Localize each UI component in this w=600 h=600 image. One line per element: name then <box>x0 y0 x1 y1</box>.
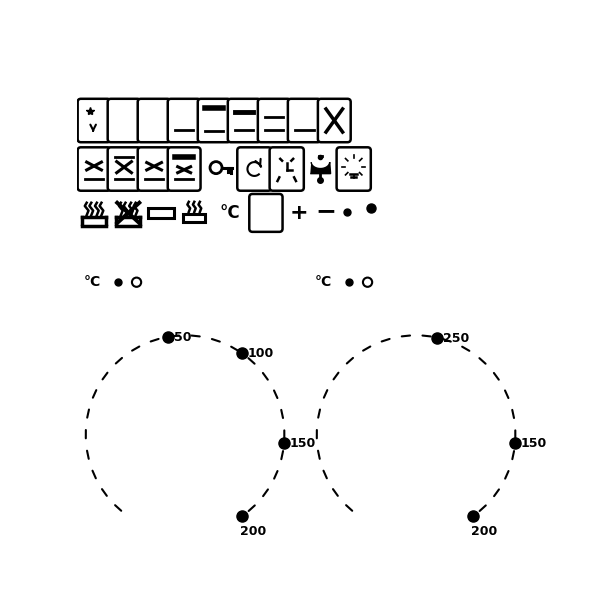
Polygon shape <box>145 107 149 112</box>
Text: −: − <box>316 200 337 224</box>
Polygon shape <box>95 156 99 161</box>
Text: 250: 250 <box>443 332 469 345</box>
Polygon shape <box>176 161 181 166</box>
Text: 100: 100 <box>248 347 274 360</box>
FancyBboxPatch shape <box>168 99 200 142</box>
Text: 200: 200 <box>471 525 497 538</box>
Polygon shape <box>175 107 179 112</box>
FancyBboxPatch shape <box>269 148 304 191</box>
Polygon shape <box>99 156 104 161</box>
FancyBboxPatch shape <box>77 99 110 142</box>
Polygon shape <box>155 107 159 112</box>
FancyBboxPatch shape <box>288 99 320 142</box>
Polygon shape <box>181 161 187 166</box>
Text: °C: °C <box>83 275 101 289</box>
Text: 200: 200 <box>240 525 266 538</box>
Polygon shape <box>189 107 194 112</box>
Polygon shape <box>209 123 214 127</box>
Text: 150: 150 <box>521 437 547 450</box>
FancyBboxPatch shape <box>107 148 140 191</box>
FancyBboxPatch shape <box>77 148 110 191</box>
Bar <box>183 214 205 222</box>
Polygon shape <box>126 109 131 113</box>
Polygon shape <box>187 161 193 166</box>
FancyBboxPatch shape <box>337 148 371 191</box>
Text: 50: 50 <box>174 331 191 344</box>
Polygon shape <box>85 156 89 161</box>
Polygon shape <box>116 109 122 113</box>
Polygon shape <box>155 156 159 161</box>
Polygon shape <box>149 156 154 161</box>
Polygon shape <box>219 123 224 127</box>
Polygon shape <box>159 107 164 112</box>
FancyBboxPatch shape <box>237 148 271 191</box>
Polygon shape <box>215 123 219 127</box>
Polygon shape <box>89 156 94 161</box>
FancyBboxPatch shape <box>107 99 140 142</box>
Text: °C: °C <box>314 275 332 289</box>
Polygon shape <box>179 107 184 112</box>
Polygon shape <box>159 156 164 161</box>
Polygon shape <box>205 123 209 127</box>
Bar <box>148 208 173 218</box>
FancyBboxPatch shape <box>249 194 283 232</box>
FancyBboxPatch shape <box>228 99 260 142</box>
FancyBboxPatch shape <box>258 99 290 142</box>
Text: °C: °C <box>220 204 240 222</box>
Polygon shape <box>149 107 154 112</box>
Text: +: + <box>290 203 308 223</box>
FancyBboxPatch shape <box>168 148 200 191</box>
FancyBboxPatch shape <box>138 99 170 142</box>
FancyBboxPatch shape <box>198 99 230 142</box>
Polygon shape <box>257 203 275 220</box>
Text: 150: 150 <box>290 437 316 450</box>
Polygon shape <box>145 156 149 161</box>
Polygon shape <box>121 109 127 113</box>
Polygon shape <box>185 107 189 112</box>
Polygon shape <box>310 162 331 173</box>
FancyBboxPatch shape <box>138 148 170 191</box>
FancyBboxPatch shape <box>318 99 350 142</box>
